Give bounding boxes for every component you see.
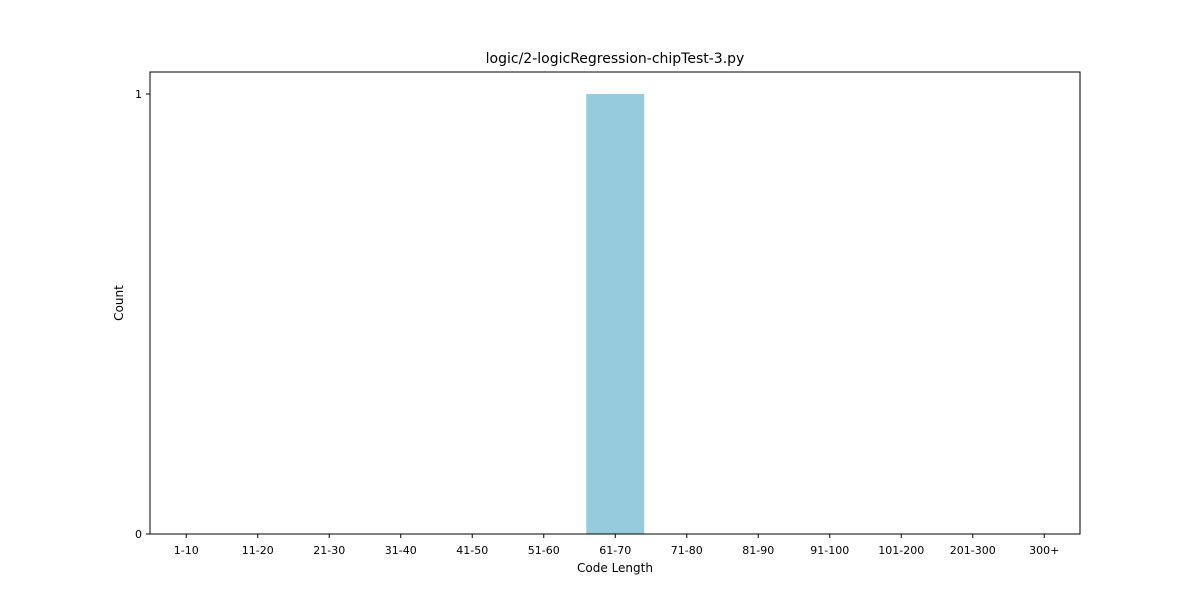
x-tick-label: 21-30 <box>313 544 345 557</box>
x-tick-label: 201-300 <box>950 544 996 557</box>
bar-61-70 <box>586 94 644 534</box>
chart-title: logic/2-logicRegression-chipTest-3.py <box>486 51 745 67</box>
y-axis-ticks: 01 <box>135 88 150 541</box>
x-tick-label: 300+ <box>1029 544 1059 557</box>
x-tick-label: 31-40 <box>385 544 417 557</box>
x-tick-label: 91-100 <box>810 544 849 557</box>
x-tick-label: 61-70 <box>599 544 631 557</box>
x-tick-label: 41-50 <box>456 544 488 557</box>
y-tick-label: 1 <box>135 88 142 101</box>
x-tick-label: 81-90 <box>742 544 774 557</box>
x-tick-label: 101-200 <box>878 544 924 557</box>
y-axis-label: Count <box>112 285 126 321</box>
x-axis-ticks: 1-10 11-20 21-30 31-40 41-50 51-60 61-70 71-80 8… <box>174 534 1060 557</box>
x-axis-label: Code Length <box>577 561 653 575</box>
x-tick-label: 71-80 <box>671 544 703 557</box>
y-tick-label: 0 <box>135 528 142 541</box>
x-tick-label: 11-20 <box>242 544 274 557</box>
x-tick-label: 1-10 <box>174 544 199 557</box>
x-tick-label: 51-60 <box>528 544 560 557</box>
bars-group <box>586 94 644 534</box>
